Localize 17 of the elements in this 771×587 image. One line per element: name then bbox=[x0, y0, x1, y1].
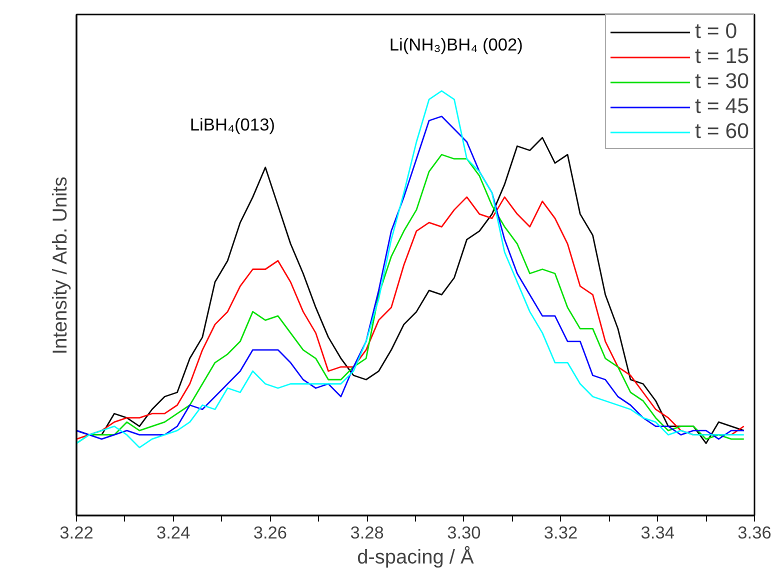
x-axis-title: d-spacing / Å bbox=[357, 546, 475, 568]
legend-label: t = 0 bbox=[695, 19, 738, 44]
y-axis-title: Intensity / Arb. Units bbox=[50, 176, 72, 354]
legend-label: t = 15 bbox=[695, 44, 749, 69]
x-tick-label: 3.28 bbox=[350, 522, 384, 542]
x-tick-label: 3.32 bbox=[544, 522, 578, 542]
x-tick-label: 3.22 bbox=[60, 522, 94, 542]
legend-label: t = 45 bbox=[695, 94, 749, 119]
x-tick-label: 3.34 bbox=[640, 522, 675, 542]
x-tick-label: 3.24 bbox=[156, 522, 191, 542]
x-tick-label: 3.26 bbox=[253, 522, 288, 542]
x-tick-label: 3.36 bbox=[738, 522, 771, 542]
text: Li(NH₃)BH₄ (002) bbox=[389, 34, 523, 55]
annotation: LiBH₄(013) bbox=[190, 114, 275, 135]
text: 3.30 bbox=[447, 522, 481, 542]
legend-label: t = 60 bbox=[695, 119, 749, 144]
legend-label: t = 30 bbox=[695, 69, 749, 94]
